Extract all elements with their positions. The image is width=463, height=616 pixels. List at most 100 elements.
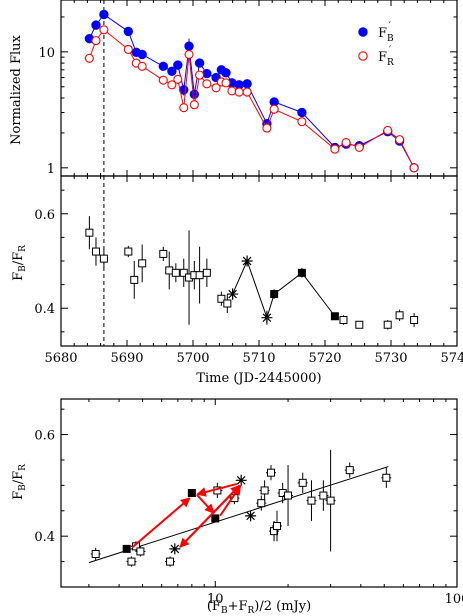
ratio-flux-y-tick-label: 0.4 xyxy=(34,530,55,545)
ratio-flux-arrowhead xyxy=(180,497,191,508)
ratio-flux-open-square xyxy=(91,549,100,558)
ratio-flux-star-point xyxy=(245,510,257,522)
flux-y-tick-label: 10 xyxy=(38,46,55,61)
ratio-flux-arrowhead xyxy=(196,487,207,497)
fr-data-point xyxy=(409,163,419,173)
fr-data-point xyxy=(84,53,94,63)
ratio-flux-arrow xyxy=(179,484,241,548)
ratio-time-open-square xyxy=(165,266,174,275)
ratio-time-x-axis-label: Time (JD-2445000) xyxy=(196,371,321,386)
ratio-time-y-axis-label: FB/FR xyxy=(11,245,28,281)
ratio-flux-open-square xyxy=(257,499,266,508)
ratio-time-y-tick-label: 0.4 xyxy=(34,302,55,317)
ratio-time-star-point xyxy=(241,255,253,267)
fr-data-point xyxy=(99,25,109,35)
ratio-flux-open-square xyxy=(326,496,335,505)
ratio-time-x-tick-label: 5680 xyxy=(44,351,77,366)
ratio-flux-y-axis-label: FB/FR xyxy=(11,464,28,500)
ratio-flux-open-square xyxy=(166,557,175,566)
ratio-flux-open-square xyxy=(382,473,391,482)
ratio-time-x-tick-label: 5730 xyxy=(374,351,407,366)
fr-data-point xyxy=(189,100,199,110)
flux-y-axis-label: Normalized Flux xyxy=(9,34,24,144)
fb-data-point xyxy=(173,60,183,70)
ratio-flux-star-point xyxy=(169,543,181,555)
ratio-time-open-square xyxy=(339,316,348,325)
ratio-time-open-square xyxy=(223,299,232,308)
ratio-flux-x-axis-label: (FB+FR)/2 (mJy) xyxy=(207,599,311,616)
fr-data-point xyxy=(383,125,393,136)
ratio-time-x-tick-label: 5700 xyxy=(176,351,209,366)
fr-data-point xyxy=(262,123,272,133)
ratio-time-open-square xyxy=(383,320,392,329)
ratio-time-open-square xyxy=(130,275,139,284)
fb-data-point xyxy=(242,79,252,89)
fr-data-point xyxy=(211,83,221,93)
fb-data-point xyxy=(297,107,307,118)
ratio-time-open-square xyxy=(91,247,100,256)
flux-panel: 1 10 xyxy=(38,0,458,177)
fb-series-line xyxy=(88,13,415,169)
legend-marker-fr xyxy=(358,51,368,61)
ratio-time-panel-frame xyxy=(60,175,458,347)
ratio-time-x-tick-label: 5720 xyxy=(308,351,341,366)
ratio-time-open-square xyxy=(99,254,108,263)
fr-data-point xyxy=(297,117,307,127)
fr-data-point xyxy=(167,80,177,90)
flux-y-tick-label: 1 xyxy=(47,162,55,177)
ratio-flux-star-point xyxy=(235,474,247,486)
ratio-time-open-square xyxy=(202,268,211,277)
fr-data-point xyxy=(137,61,147,71)
fb-data-point xyxy=(189,89,200,100)
fr-data-point xyxy=(234,87,244,97)
fb-data-point xyxy=(137,49,147,60)
ratio-flux-open-square xyxy=(345,466,354,475)
ratio-time-open-square xyxy=(195,271,204,280)
fr-data-point xyxy=(195,70,205,80)
legend: FB′ FR′ xyxy=(358,21,394,68)
legend-marker-fb xyxy=(358,27,368,37)
ratio-time-x-tick-label: 5690 xyxy=(110,351,143,366)
ratio-flux-arrowhead xyxy=(204,503,215,514)
fr-data-point xyxy=(184,49,194,59)
ratio-time-connected-line xyxy=(232,259,336,320)
fr-data-point xyxy=(179,103,189,113)
fr-data-point xyxy=(354,142,364,152)
ratio-time-filled-square xyxy=(270,290,279,299)
ratio-time-filled-square xyxy=(330,312,339,321)
fb-data-point xyxy=(158,61,169,72)
fr-data-point xyxy=(221,78,231,88)
ratio-flux-filled-square xyxy=(187,489,196,497)
ratio-time-open-square xyxy=(124,247,133,256)
ratio-time-open-square xyxy=(171,268,180,277)
ratio-time-y-tick-label: 0.6 xyxy=(34,208,55,223)
fb-data-point xyxy=(184,41,194,51)
fr-data-point xyxy=(227,86,237,96)
ratio-time-star-point xyxy=(227,288,239,300)
fb-data-point xyxy=(91,20,101,30)
ratio-flux-x-tick-label: 10 xyxy=(207,592,224,607)
ratio-flux-open-square xyxy=(307,496,316,505)
ratio-time-open-square xyxy=(179,268,188,277)
ratio-flux-open-square xyxy=(319,491,328,500)
fr-data-point xyxy=(395,135,405,145)
fr-data-point xyxy=(242,87,252,97)
ratio-flux-open-square xyxy=(127,557,136,566)
legend-label-fr: FR′ xyxy=(378,45,394,68)
ratio-time-filled-square xyxy=(297,268,306,277)
ratio-flux-open-square xyxy=(266,468,275,477)
ratio-time-open-square xyxy=(410,316,419,325)
fb-data-point xyxy=(221,68,231,78)
ratio-time-open-square xyxy=(85,228,94,237)
fr-data-point xyxy=(173,74,183,84)
fr-data-point xyxy=(158,75,168,85)
fb-data-point xyxy=(194,58,205,68)
ratio-flux-open-square xyxy=(260,486,269,495)
ratio-flux-open-square xyxy=(136,547,145,556)
ratio-flux-filled-square xyxy=(211,514,220,523)
fr-data-point xyxy=(330,144,340,154)
legend-label-fb: FB′ xyxy=(378,21,394,44)
